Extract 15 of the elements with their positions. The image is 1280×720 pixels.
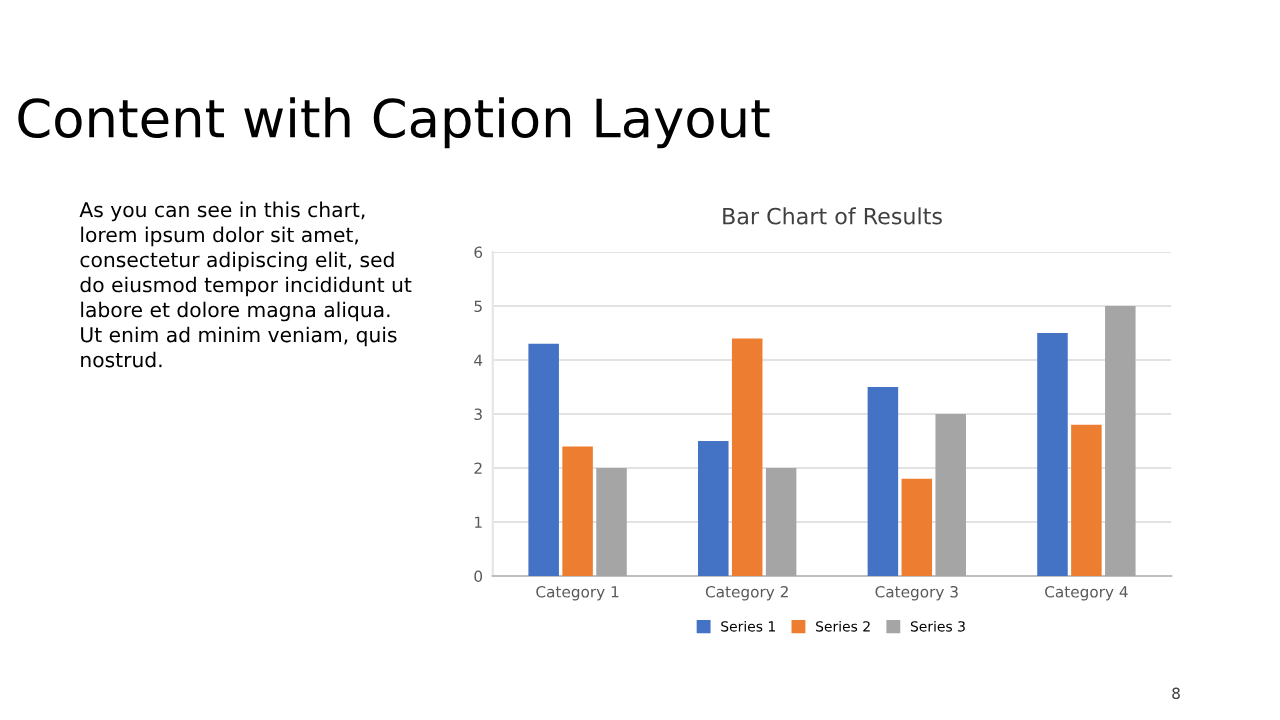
bar bbox=[698, 441, 729, 576]
bar bbox=[1037, 333, 1068, 576]
bar bbox=[765, 468, 797, 576]
bar bbox=[867, 387, 899, 576]
bar bbox=[1071, 424, 1102, 576]
text: Content with Caption Layout bbox=[18, 97, 770, 149]
bar bbox=[596, 468, 627, 576]
bar bbox=[901, 478, 933, 576]
bar bbox=[528, 343, 559, 576]
chart-title: Bar Chart of Results bbox=[723, 207, 942, 225]
bar bbox=[935, 414, 966, 576]
bar bbox=[1105, 306, 1136, 576]
text: As you can see in this chart, lorem ipsum dolor sit amet, consectetur adipiscing elit, sed do eiusmod tempor incididunt ut labore et dolore magna aliqua. Ut enim ad minim veniam, quis nostrud. bbox=[79, 201, 412, 368]
bar bbox=[562, 446, 593, 576]
bar bbox=[731, 338, 763, 576]
